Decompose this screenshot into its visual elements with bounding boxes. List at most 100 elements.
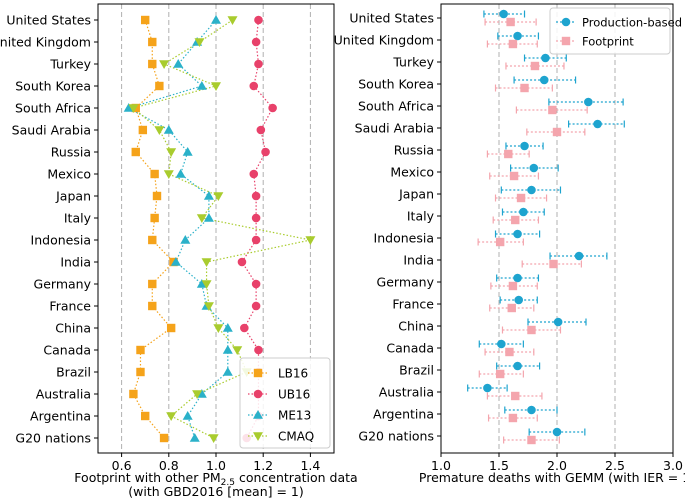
x-tick-label: 0.6 [112,458,132,473]
y-tick-label: Russia [51,145,91,160]
legend-marker [561,17,571,27]
point-Footprint [548,105,557,115]
point-CMAQ [192,390,203,399]
point-LB16 [159,433,169,443]
point-ME13 [196,279,207,288]
point-Footprint [511,215,520,225]
point-Footprint [527,435,536,445]
y-tick-label: Japan [398,187,434,202]
point-LB16 [141,15,150,25]
point-CMAQ [211,82,221,91]
x-tick-label: 2.0 [547,458,567,473]
x-axis-label-main: Footprint with other PM [74,470,220,485]
point-Footprint [508,413,518,423]
point-LB16 [129,389,138,399]
y-tick-label: United States [349,11,434,26]
point-Production-based [584,97,593,107]
y-tick-label: Italy [407,209,435,224]
y-tick-label: Mexico [47,167,91,182]
point-LB16 [150,213,159,223]
y-tick-label: Australia [379,385,434,400]
point-UB16 [251,235,261,245]
y-tick-label: Saudi Arabia [355,121,434,136]
y-tick-label: China [55,321,91,336]
point-Production-based [541,53,550,63]
x-tick-label: 0.8 [159,458,179,473]
point-Footprint [505,347,514,357]
x-axis-label: Footprint with other PM2.5 concentration… [74,470,357,488]
point-UB16 [249,169,259,179]
y-tick-label: Turkey [392,55,434,70]
y-tick-label: Saudi Arabia [12,123,91,138]
point-ME13 [170,257,181,266]
point-UB16 [251,191,261,201]
point-Production-based [499,9,508,19]
point-UB16 [251,37,261,47]
point-UB16 [268,103,277,113]
point-LB16 [141,411,150,421]
y-tick-label: Russia [394,143,434,158]
point-Footprint [504,149,513,159]
y-tick-label: G20 nations [358,429,434,444]
point-Footprint [509,171,519,181]
x-tick-label: 3.0 [663,458,683,473]
point-LB16 [136,367,145,377]
x-tick-label: 1.2 [253,458,273,473]
point-Footprint [511,391,520,401]
point-Footprint [552,127,562,137]
y-tick-label: Indonesia [31,233,91,248]
point-LB16 [131,147,140,157]
point-Footprint [495,369,505,379]
x-axis-label-line2: (with GBD2016 [mean] = 1) [128,484,304,498]
point-Production-based [552,427,562,437]
point-ME13 [182,411,193,420]
point-LB16 [150,169,159,179]
y-tick-label: Italy [64,211,92,226]
point-Production-based [483,383,492,393]
point-LB16 [136,345,145,355]
y-tick-label: United Kingdom [334,33,434,48]
point-Production-based [539,75,549,85]
point-Production-based [593,119,602,129]
point-ME13 [196,81,207,90]
point-UB16 [254,345,263,355]
x-tick-label: 2.5 [605,458,625,473]
legend-marker [253,410,263,419]
point-Production-based [497,339,506,349]
y-tick-label: Argentina [30,409,91,424]
point-LB16 [148,279,157,289]
point-ME13 [211,15,221,24]
point-CMAQ [163,170,174,179]
point-Production-based [513,273,522,283]
point-Footprint [506,17,515,27]
point-CMAQ [201,258,212,267]
point-Footprint [549,259,558,269]
legend-label: UB16 [278,388,310,402]
point-UB16 [240,323,249,333]
point-Footprint [527,325,536,335]
legend-label: ME13 [278,409,311,423]
legend-marker [253,368,263,378]
x-tick-label: 1.0 [206,458,226,473]
left-panel: 0.6 0.8 1.0 1.2 1.4 United States United Kingd… [0,3,358,498]
point-ME13 [173,59,184,68]
x-tick-label: 1.4 [300,458,320,473]
point-CMAQ [213,192,224,201]
series-line-CMAQ [132,19,311,439]
point-LB16 [152,191,162,201]
point-ME13 [180,235,191,244]
point-UB16 [251,213,261,223]
point-Footprint [495,237,505,247]
point-CMAQ [194,38,205,47]
y-tick-label: Argentina [373,407,434,422]
point-ME13 [182,147,193,156]
point-CMAQ [208,434,219,443]
x-axis-label-tail: concentration data [235,470,358,485]
point-CMAQ [166,148,177,157]
x-axis-label-subscript: 2.5 [221,478,235,488]
y-tick-label: South Africa [15,101,91,116]
y-tick-label: South Africa [358,99,434,114]
point-LB16 [148,301,157,311]
point-CMAQ [166,412,177,421]
y-tick-label: Germany [34,277,92,292]
